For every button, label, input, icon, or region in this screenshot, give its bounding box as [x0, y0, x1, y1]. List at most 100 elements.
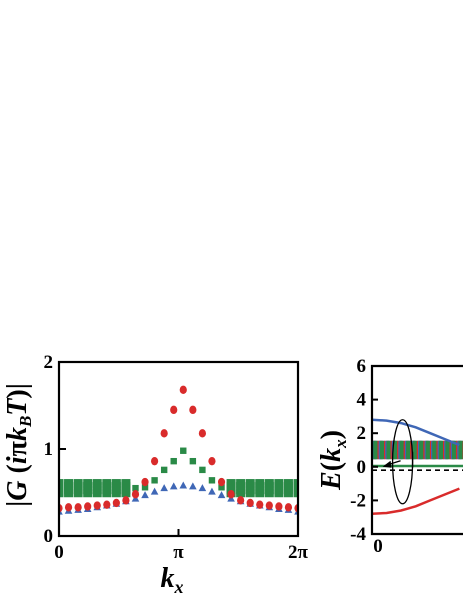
band-marker [406, 448, 412, 454]
band-marker [393, 451, 399, 457]
band-marker [399, 443, 405, 449]
left-data-marks [59, 385, 298, 515]
green-band-square [121, 491, 131, 498]
green-marker [199, 466, 206, 474]
green-band-square [283, 479, 293, 486]
band-marker [399, 448, 405, 454]
red-marker [150, 456, 159, 466]
blue-marker [198, 484, 207, 492]
green-band-square [245, 479, 255, 486]
band-marker [412, 443, 418, 449]
red-marker [84, 502, 92, 511]
red-marker [64, 503, 73, 512]
red-marker [256, 500, 264, 509]
green-marker [266, 484, 273, 492]
blue-marker [179, 481, 188, 489]
right-panel: 6 4 2 0 -2 -4 0 E(kx) [316, 356, 463, 557]
red-marker [112, 498, 120, 508]
band-marker [419, 454, 425, 460]
red-marker [208, 456, 216, 466]
blue-marker [150, 487, 159, 495]
band-marker [451, 451, 457, 457]
green-marker [208, 477, 216, 484]
band-marker [419, 451, 425, 457]
green-marker [94, 484, 101, 492]
red-marker [284, 503, 293, 512]
band-marker [425, 443, 431, 449]
blue-marker [208, 487, 216, 495]
left-ticks: 0 1 2 0 π 2π [44, 352, 309, 563]
green-band-square [111, 479, 121, 486]
green-band-square [245, 491, 255, 498]
band-marker [432, 443, 438, 449]
green-marker [294, 484, 298, 492]
green-band-square [121, 479, 131, 486]
band-marker [458, 451, 463, 457]
green-marker [59, 484, 63, 492]
band-marker [451, 446, 457, 452]
right-ticks: 6 4 2 0 -2 -4 0 [350, 356, 383, 557]
green-marker [113, 484, 120, 492]
band-marker [386, 454, 392, 460]
band-marker [386, 440, 392, 446]
band-marker [425, 451, 431, 457]
blue-marker [217, 491, 226, 499]
green-marker [285, 484, 292, 492]
blue-marker [141, 491, 149, 499]
green-band-square [274, 491, 284, 498]
band-marker [438, 440, 444, 446]
left-y-axis-label: |G (iπkBT)| [2, 383, 35, 507]
green-marker [160, 466, 168, 474]
green-marker [227, 484, 235, 492]
band-marker [445, 448, 451, 454]
band-marker [379, 446, 385, 452]
band-marker [399, 446, 405, 452]
blue-marker [169, 482, 178, 490]
x-tick-label: 0 [54, 542, 64, 563]
band-marker [438, 454, 444, 460]
band-marker [373, 443, 379, 449]
red-marker [170, 405, 178, 415]
red-marker [122, 496, 130, 505]
band-marker [458, 440, 463, 446]
red-marker [265, 501, 273, 510]
band-marker [451, 448, 457, 454]
band-marker [432, 454, 438, 460]
green-marker [65, 484, 72, 492]
band-marker [373, 451, 379, 457]
band-marker [425, 440, 431, 446]
green-band-square [236, 491, 246, 498]
green-marker [122, 484, 130, 492]
y-tick-label: 2 [357, 423, 367, 444]
red-marker [179, 385, 187, 395]
band-marker [445, 446, 451, 452]
band-marker [438, 443, 444, 449]
green-marker [247, 484, 254, 492]
band-marker [438, 448, 444, 454]
green-band-square [111, 491, 121, 498]
band-marker [373, 448, 379, 454]
band-marker [432, 440, 438, 446]
left-x-axis-label: kx [161, 563, 184, 597]
band-marker [406, 454, 412, 460]
band-marker [406, 440, 412, 446]
green-band-square [59, 491, 64, 498]
band-marker [445, 451, 451, 457]
band-marker [451, 443, 457, 449]
band-marker [386, 448, 392, 454]
green-marker [74, 484, 82, 492]
band-marker [458, 446, 463, 452]
green-marker [103, 484, 111, 492]
band-marker [373, 446, 379, 452]
red-marker [217, 477, 226, 487]
band-marker [393, 440, 399, 446]
y-tick-label: 0 [44, 526, 54, 547]
band-marker [445, 443, 451, 449]
band-marker [445, 440, 451, 446]
y-tick-label: 4 [357, 390, 367, 411]
green-band-square [64, 491, 74, 498]
band-marker [419, 448, 425, 454]
band-marker [399, 451, 405, 457]
band-marker [393, 448, 399, 454]
